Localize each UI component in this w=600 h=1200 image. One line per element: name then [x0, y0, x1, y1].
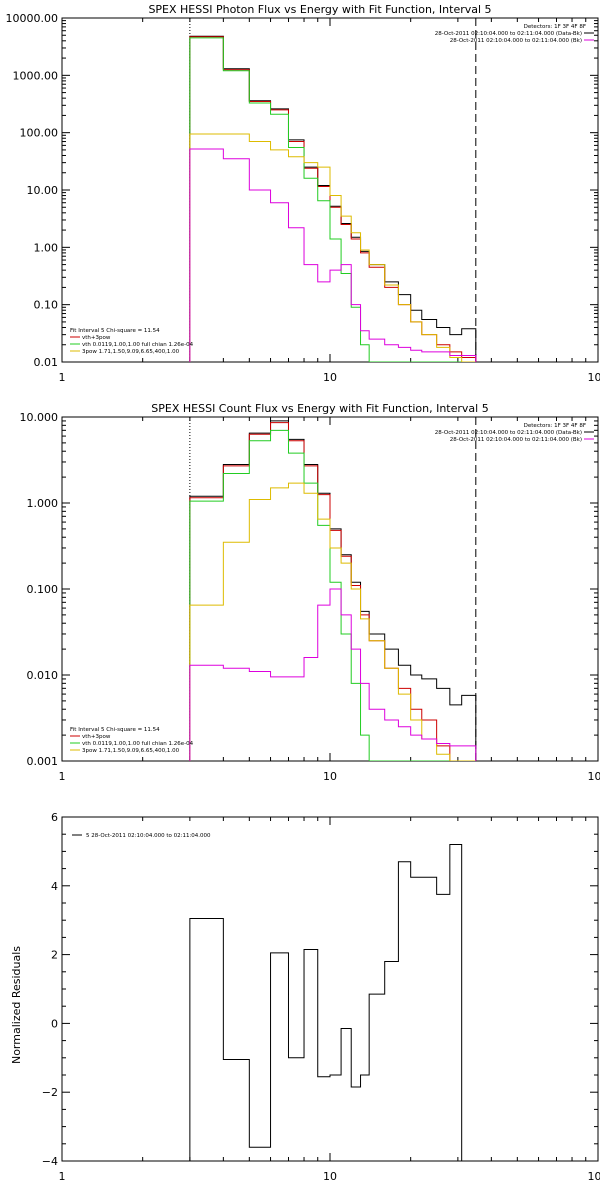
legend-entry: vth+3pow: [82, 335, 111, 341]
series-data: [189, 420, 477, 761]
y-tick-label: 4: [51, 880, 58, 893]
series-3pow: [189, 133, 476, 362]
series-vth: [189, 37, 476, 362]
y-tick-label: 10.000: [20, 411, 59, 424]
y-tick-label: 100.00: [20, 127, 59, 140]
residuals-panel: Normalized Residuals 1 10 100 6 4 2 0 −2 −4 5 28-…: [10, 811, 600, 1183]
x-tick-label: 10: [323, 1170, 337, 1183]
series-vth: [189, 429, 476, 761]
legend-entry: vth 0.0119,1.00,1.00 full chian 1.26e-04: [82, 741, 194, 747]
y-tick-label: 0: [51, 1017, 58, 1030]
legend-entry: 5 28-Oct-2011 02:10:04.000 to 02:11:04.0…: [86, 833, 211, 839]
series-group: [189, 420, 477, 761]
x-tick-label: 10: [323, 770, 337, 783]
chart-title: SPEX HESSI Photon Flux vs Energy with Fi…: [148, 3, 491, 16]
legend-entry: 28-Oct-2011 02:10:04.000 to 02:11:04.000…: [435, 31, 582, 37]
series-3pow: [189, 482, 476, 761]
y-tick-label: 6: [51, 811, 58, 824]
x-tick-label: 100: [588, 770, 600, 783]
legend-entry: 28-Oct-2011 02:10:04.000 to 02:11:04.000…: [450, 38, 582, 44]
legend-header: Fit Interval 5 Chi-square = 11.54: [70, 727, 160, 733]
x-tick-label: 10: [323, 371, 337, 384]
legend-entry: 3pow 1.71,1.50,9.09,6.65,400,1.00: [82, 748, 180, 754]
y-tick-label: 2: [51, 949, 58, 962]
series-group: [189, 844, 476, 1161]
legend-entry: vth+3pow: [82, 734, 111, 740]
x-tick-label: 1: [59, 371, 66, 384]
series-residuals: [189, 844, 476, 1161]
x-tick-label: 1: [59, 770, 66, 783]
legend-header: Detectors: 1F 3F 4F 8F: [524, 423, 586, 429]
y-tick-label: 10.00: [27, 184, 59, 197]
series-group: [189, 35, 477, 362]
legend-entry: vth 0.0119,1.00,1.00 full chian 1.26e-04: [82, 342, 194, 348]
y-tick-label: 1.000: [27, 497, 59, 510]
legend-entry: 28-Oct-2011 02:10:04.000 to 02:11:04.000…: [450, 437, 582, 443]
legend-header: Detectors: 1F 3F 4F 8F: [524, 24, 586, 30]
y-tick-label: 0.100: [27, 583, 59, 596]
x-tick-label: 1: [59, 1170, 66, 1183]
series-data: [189, 35, 477, 362]
legend-header: Fit Interval 5 Chi-square = 11.54: [70, 328, 160, 334]
count-flux-panel: SPEX HESSI Count Flux vs Energy with Fit…: [20, 402, 600, 783]
y-tick-label: 0.010: [27, 669, 59, 682]
chart-title: SPEX HESSI Count Flux vs Energy with Fit…: [151, 402, 488, 415]
y-tick-label: −2: [42, 1086, 58, 1099]
photon-flux-panel: SPEX HESSI Photon Flux vs Energy with Fi…: [6, 3, 600, 384]
y-tick-label: 0.01: [34, 356, 59, 369]
y-tick-label: 1000.00: [13, 69, 59, 82]
y-tick-label: 1.00: [34, 241, 59, 254]
series-vth+3pow: [189, 36, 477, 362]
y-tick-label: 0.001: [27, 755, 59, 768]
legend-entry: 3pow 1.71,1.50,9.09,6.65,400,1.00: [82, 349, 180, 355]
series-bk: [189, 588, 477, 761]
y-tick-label: −4: [42, 1155, 58, 1168]
y-tick-label: 0.10: [34, 299, 59, 312]
x-tick-label: 100: [588, 371, 600, 384]
plot-frame: [61, 816, 599, 1162]
x-tick-label: 100: [588, 1170, 600, 1183]
legend-entry: 28-Oct-2011 02:10:04.000 to 02:11:04.000…: [435, 430, 582, 436]
series-bk: [189, 148, 477, 362]
y-axis-label: Normalized Residuals: [10, 946, 23, 1064]
y-tick-label: 10000.00: [6, 12, 59, 25]
